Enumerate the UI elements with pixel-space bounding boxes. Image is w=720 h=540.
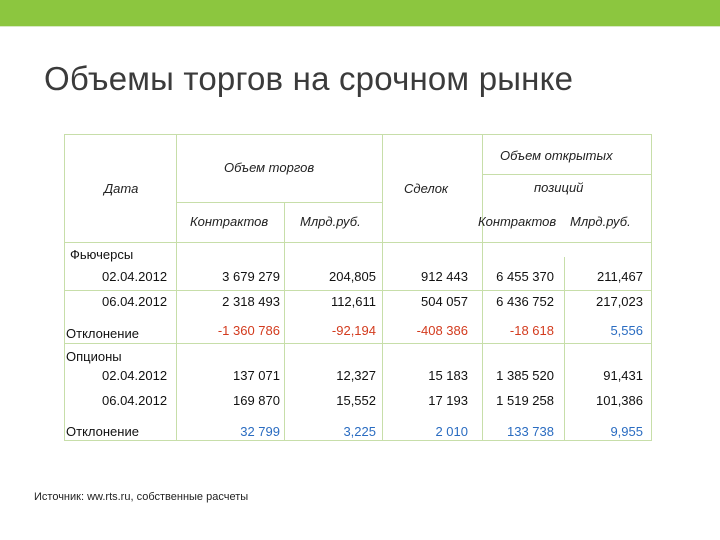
table-cell-contracts: -1 360 786: [217, 323, 280, 338]
table-cell-date: Отклонение: [66, 326, 139, 341]
grid-line: [482, 134, 483, 440]
header-open-positions-line2: позиций: [534, 180, 584, 195]
table-cell-bln-rub: 112,611: [330, 294, 376, 309]
table-cell-bln-rub: 204,805: [329, 269, 376, 284]
grid-line: [482, 174, 652, 175]
table-cell-deals: 17 193: [428, 393, 468, 408]
header-contracts: Контрактов: [190, 214, 269, 229]
table-cell-open-bln-rub: 91,431: [603, 368, 643, 383]
grid-line: [64, 134, 652, 135]
header-open-bln-rub: Млрд.руб.: [570, 214, 631, 229]
table-cell-deals: 504 057: [421, 294, 468, 309]
header-open-contracts: Контрактов: [478, 214, 557, 229]
header-date: Дата: [104, 181, 139, 196]
grid-line: [176, 134, 177, 440]
page-title: Объемы торгов на срочном рынке: [44, 60, 574, 97]
grid-line: [64, 134, 65, 440]
top-divider: [0, 26, 720, 27]
header-trade-volume: Объем торгов: [224, 160, 315, 175]
table-cell-contracts: 169 870: [233, 393, 280, 408]
header-bln-rub: Млрд.руб.: [300, 214, 361, 229]
table-cell-deals: 912 443: [421, 269, 468, 284]
section-options: Опционы: [66, 349, 122, 364]
table-cell-contracts: 32 799: [240, 424, 280, 439]
table-cell-open-bln-rub: 217,023: [596, 294, 643, 309]
table-cell-open-bln-rub: 9,955: [610, 424, 643, 439]
table-cell-date: Отклонение: [66, 424, 139, 439]
table-cell-open-contracts: 6 436 752: [496, 294, 554, 309]
grid-line: [564, 257, 565, 440]
grid-line: [64, 343, 652, 344]
grid-line: [176, 202, 382, 203]
trading-volume-table: Дата Объем торгов Контрактов Млрд.руб. С…: [64, 134, 652, 441]
grid-line: [64, 290, 652, 291]
table-cell-contracts: 3 679 279: [222, 269, 280, 284]
table-cell-date: 02.04.2012: [102, 269, 168, 284]
table-cell-bln-rub: -92,194: [331, 323, 376, 338]
table-cell-open-bln-rub: 211,467: [596, 269, 643, 284]
table-cell-date: 06.04.2012: [102, 393, 168, 408]
table-cell-deals: 2 010: [435, 424, 468, 439]
table-cell-bln-rub: 3,225: [343, 424, 376, 439]
grid-line: [284, 202, 285, 440]
table-cell-open-contracts: 1 519 258: [496, 393, 554, 408]
table-cell-bln-rub: 15,552: [336, 393, 376, 408]
table-cell-date: 02.04.2012: [102, 368, 168, 383]
table-cell-open-bln-rub: 5,556: [610, 323, 643, 338]
table-cell-bln-rub: 12,327: [336, 368, 376, 383]
table-cell-open-contracts: 133 738: [507, 424, 554, 439]
header-open-positions-line1: Объем открытых: [500, 148, 613, 163]
section-futures: Фьючерсы: [70, 247, 134, 262]
grid-line: [651, 134, 652, 440]
table-cell-date: 06.04.2012: [102, 294, 168, 309]
grid-line: [64, 440, 652, 441]
grid-line: [382, 134, 383, 440]
table-cell-open-bln-rub: 101,386: [596, 393, 643, 408]
source-note: Источник: ww.rts.ru, собственные расчеты: [34, 491, 249, 503]
grid-line: [64, 242, 652, 243]
table-cell-contracts: 2 318 493: [222, 294, 280, 309]
table-cell-open-contracts: -18 618: [509, 323, 554, 338]
table-cell-open-contracts: 6 455 370: [496, 269, 554, 284]
table-cell-contracts: 137 071: [233, 368, 280, 383]
table-cell-deals: -408 386: [416, 323, 468, 338]
table-cell-open-contracts: 1 385 520: [496, 368, 554, 383]
table-cell-deals: 15 183: [428, 368, 468, 383]
top-accent-bar: [0, 0, 720, 26]
header-deals: Сделок: [404, 181, 449, 196]
